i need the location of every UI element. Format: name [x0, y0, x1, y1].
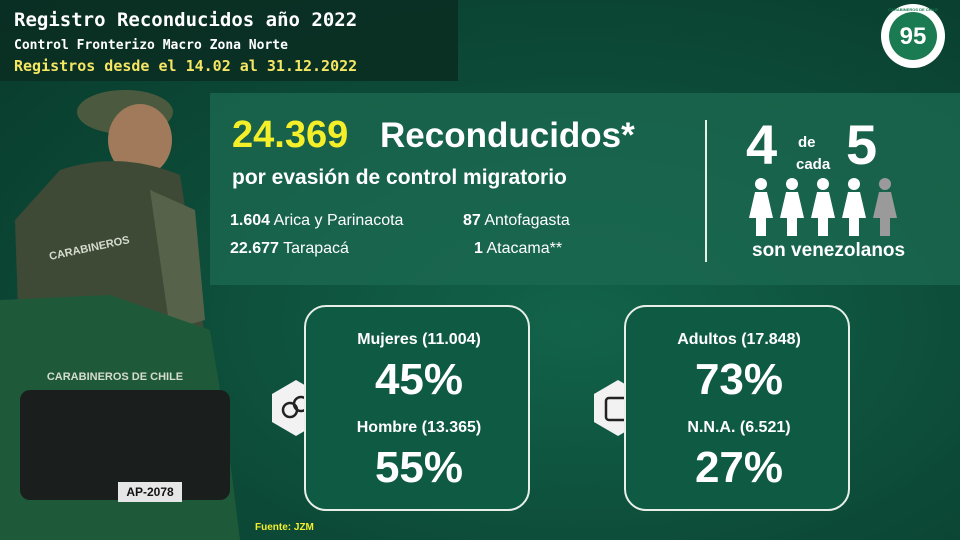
people-icons — [749, 178, 897, 236]
region-name: Atacama** — [486, 240, 563, 257]
person-body — [842, 192, 866, 236]
person-head — [817, 178, 829, 190]
women-pct: 45% — [374, 355, 464, 404]
band — [210, 93, 960, 285]
person-body — [780, 192, 804, 236]
logo-number: 95 — [900, 23, 927, 50]
person-icon — [811, 178, 835, 236]
region: 22.677 Tarapacá — [230, 240, 349, 258]
region: 1 Atacama** — [474, 240, 562, 258]
plate-text: AP-2078 — [126, 485, 174, 499]
adults-pct: 73% — [694, 355, 784, 404]
date-range: Registros desde el 14.02 al 31.12.2022 — [14, 57, 358, 75]
total: 24.369 — [232, 114, 349, 156]
person-head — [848, 178, 860, 190]
men-pct: 55% — [374, 443, 464, 492]
face — [108, 104, 172, 176]
gender-card: Mujeres (11.004) 45% Hombre (13.365) 55% — [304, 305, 530, 511]
person-icon — [873, 178, 897, 236]
ratio-whole: 5 — [846, 113, 878, 176]
ratio-each: cada — [796, 156, 831, 173]
region-value: 22.677 — [230, 240, 279, 257]
logo-text: CARABINEROS DE CHILE — [888, 7, 938, 12]
women-label: Mujeres (11.004) — [357, 331, 481, 348]
region-value: 1 — [474, 240, 483, 257]
header-box — [0, 0, 458, 81]
person-head — [879, 178, 891, 190]
person-icon — [780, 178, 804, 236]
person-icon — [749, 178, 773, 236]
men-label: Hombre (13.365) — [356, 419, 482, 436]
person-body — [873, 192, 897, 236]
region-name: Arica y Parinacota — [273, 212, 404, 229]
region-value: 87 — [463, 212, 481, 229]
ratio-label: son venezolanos — [752, 240, 906, 261]
person-body — [749, 192, 773, 236]
grille — [20, 390, 230, 500]
person-head — [755, 178, 767, 190]
truck-text: CARABINEROS DE CHILE — [47, 371, 183, 383]
person-icon — [842, 178, 866, 236]
source: Fuente: JZM — [255, 522, 314, 533]
subtitle: Control Fronterizo Macro Zona Norte — [14, 38, 288, 53]
region: 1.604 Arica y Parinacota — [230, 212, 403, 230]
ratio-of: de — [798, 134, 816, 151]
region-name: Tarapacá — [283, 240, 349, 257]
minors-label: N.N.A. (6.521) — [687, 419, 791, 436]
age-card: Adultos (17.848) 73% N.N.A. (6.521) 27% — [624, 305, 850, 511]
title: Registro Reconducidos año 2022 — [14, 9, 358, 31]
plate — [118, 482, 182, 502]
ratio-part: 4 — [746, 113, 778, 176]
total-label: Reconducidos* — [380, 116, 635, 155]
arm — [150, 190, 205, 330]
adults-label: Adultos (17.848) — [677, 331, 801, 348]
region-name: Antofagasta — [484, 212, 570, 229]
region: 87 Antofagasta — [463, 212, 570, 230]
logo-inner — [889, 12, 937, 60]
total-sublabel: por evasión de control migratorio — [232, 166, 567, 189]
minors-pct: 27% — [694, 443, 784, 492]
region-value: 1.604 — [230, 212, 271, 229]
person-body — [811, 192, 835, 236]
person-head — [786, 178, 798, 190]
